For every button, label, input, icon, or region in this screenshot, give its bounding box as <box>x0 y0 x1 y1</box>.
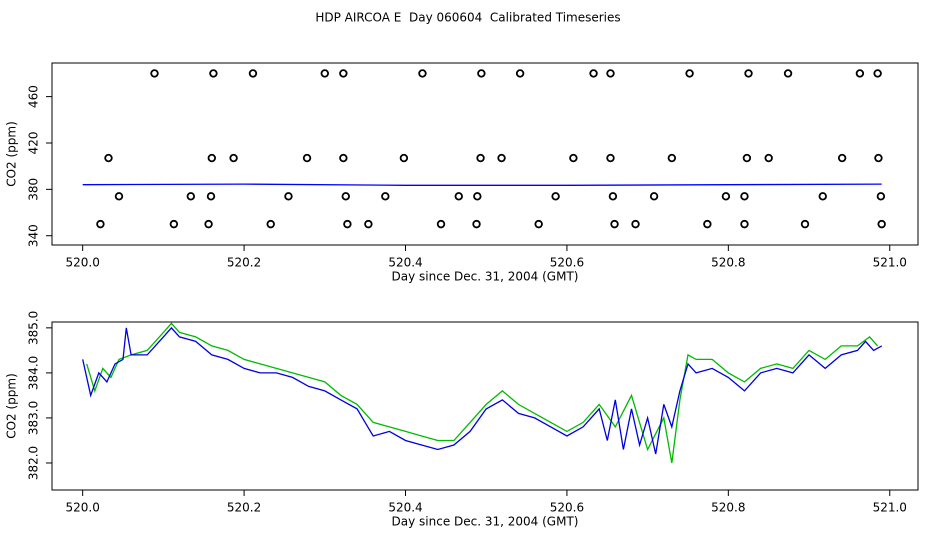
line <box>86 322 879 464</box>
x-axis-label: Day since Dec. 31, 2004 (GMT) <box>392 515 579 529</box>
y-tick-label: 380 <box>27 178 41 201</box>
point <box>744 69 753 78</box>
point <box>114 192 124 201</box>
point <box>740 219 749 229</box>
point <box>341 192 350 201</box>
point <box>569 153 578 163</box>
point <box>381 192 390 201</box>
point <box>229 153 238 163</box>
point <box>877 219 886 229</box>
point <box>476 153 485 163</box>
point <box>399 153 409 163</box>
chart-title: HDP AIRCOA E Day 060604 Calibrated Times… <box>315 11 620 25</box>
point <box>606 153 615 163</box>
point <box>248 69 258 78</box>
x-tick-label: 520.4 <box>388 501 422 515</box>
x-tick-label: 520.2 <box>227 256 261 270</box>
point <box>454 192 463 201</box>
point <box>96 219 105 229</box>
y-tick-label: 460 <box>27 85 41 108</box>
point <box>740 192 749 201</box>
point <box>608 192 618 201</box>
point <box>169 219 179 229</box>
point <box>685 69 694 78</box>
point <box>873 69 882 78</box>
x-tick-label: 520.6 <box>550 501 584 515</box>
point <box>472 219 481 229</box>
point <box>204 219 213 229</box>
point <box>610 219 619 229</box>
point <box>649 192 659 201</box>
plot-frame <box>51 62 919 246</box>
point <box>764 153 773 163</box>
point <box>515 69 525 78</box>
point <box>800 219 810 229</box>
point <box>534 219 543 229</box>
plot-frame <box>51 321 919 491</box>
point <box>783 69 793 78</box>
y-axis-label: CO2 (ppm) <box>5 121 19 187</box>
x-tick-label: 520.2 <box>227 501 261 515</box>
point <box>207 153 217 163</box>
point <box>339 153 348 163</box>
y-tick-label: 382.0 <box>27 446 41 480</box>
point <box>497 153 506 163</box>
y-tick-label: 420 <box>27 132 41 155</box>
point <box>874 153 883 163</box>
x-axis-label: Day since Dec. 31, 2004 (GMT) <box>392 270 579 284</box>
point <box>703 219 712 229</box>
x-tick-label: 520.0 <box>65 256 99 270</box>
point <box>364 219 373 229</box>
point <box>284 192 293 201</box>
point <box>721 192 731 201</box>
x-tick-label: 521.0 <box>873 256 907 270</box>
point <box>477 69 486 78</box>
point <box>589 69 598 78</box>
point <box>104 153 113 163</box>
point <box>302 153 312 163</box>
point <box>837 153 847 163</box>
point <box>186 192 196 201</box>
point <box>855 69 865 78</box>
point <box>473 192 482 201</box>
point <box>876 192 886 201</box>
point <box>742 153 752 163</box>
point <box>631 219 640 229</box>
point <box>206 192 216 201</box>
point <box>436 219 446 229</box>
x-tick-label: 520.6 <box>550 256 584 270</box>
line <box>82 183 882 186</box>
point <box>418 69 427 78</box>
point <box>818 192 827 201</box>
point <box>339 69 348 78</box>
x-tick-label: 520.4 <box>388 256 422 270</box>
point <box>150 69 159 78</box>
x-tick-label: 520.8 <box>711 256 745 270</box>
y-tick-label: 340 <box>27 224 41 247</box>
y-tick-label: 383.0 <box>27 401 41 435</box>
point <box>343 219 352 229</box>
y-tick-label: 384.0 <box>27 356 41 390</box>
y-tick-label: 385.0 <box>27 311 41 345</box>
line <box>82 326 883 455</box>
point <box>266 219 275 229</box>
x-tick-label: 520.0 <box>65 501 99 515</box>
point <box>209 69 218 78</box>
x-tick-label: 520.8 <box>711 501 745 515</box>
point <box>320 69 329 78</box>
point <box>551 192 560 201</box>
point <box>606 69 615 78</box>
point <box>667 153 677 163</box>
x-tick-label: 521.0 <box>873 501 907 515</box>
y-axis-label: CO2 (ppm) <box>5 373 19 439</box>
